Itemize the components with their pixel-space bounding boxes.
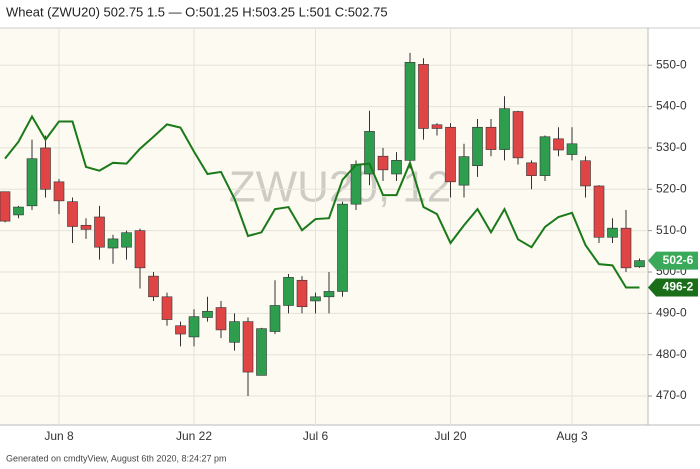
candle-body [53,181,65,202]
candle-body [296,279,308,308]
candle-body [431,124,443,129]
candle-body [121,232,132,248]
price-badge-label: 502-6 [663,253,694,267]
candle-body [553,138,564,151]
candle-body [364,131,375,175]
candle-body [67,201,78,227]
candle-body [269,305,281,332]
price-badge [648,251,698,270]
candle-body [607,227,618,238]
candle-body [634,260,645,268]
candle-body [458,156,470,186]
x-tick-label: Aug 3 [556,429,588,443]
candle-body [337,203,348,292]
candle-body [0,191,11,222]
candle-body [80,224,92,230]
line-series [4,114,640,289]
candle-body [485,126,497,150]
candle-body [620,227,632,269]
candle-body [499,108,510,150]
candle-body [94,216,105,248]
y-tick-label: 480-0 [656,347,687,361]
y-tick-label: 520-0 [656,181,687,195]
price-badge-label: 496-2 [663,280,694,294]
candle-body [377,155,389,171]
candle-body [445,126,456,183]
x-tick-label: Jun 8 [44,429,74,443]
y-tick-label: 540-0 [656,99,687,113]
y-tick-label: 510-0 [656,223,687,237]
candle-body [215,307,227,331]
grid [0,28,648,425]
price-badge [648,278,698,297]
y-tick-label: 490-0 [656,306,687,320]
candle-body [229,321,240,343]
candle-body [107,238,119,249]
candle-body [188,316,200,338]
candle-body [526,162,537,176]
y-tick-label: 550-0 [656,57,687,71]
candle-body [26,158,38,207]
chart-title: Wheat (ZWU20) 502.75 1.5 — O:501.25 H:50… [6,4,388,19]
y-tick-label: 470-0 [656,388,687,402]
candle-body [134,230,146,269]
candle-body [391,160,402,175]
y-tick-label: 530-0 [656,140,687,154]
candle-body [175,325,186,335]
candle-body [512,111,524,159]
candle-body [161,296,173,320]
x-tick-label: Jun 22 [176,429,212,443]
x-tick-label: Jul 20 [434,429,466,443]
candle-body [323,291,335,298]
footer: Generated on cmdtyView, August 6th 2020,… [6,453,226,463]
candle-body [404,62,416,161]
candle-body [202,310,213,318]
candle-body [580,160,591,187]
candle-body [283,277,294,306]
candle-body [418,64,429,129]
candle-body [566,143,578,155]
candle-body [350,164,362,205]
candle-body [310,296,321,302]
plot-area [0,28,648,425]
candle-body [539,136,551,176]
candle-body [148,275,159,298]
candle-body [472,126,483,167]
candle-body [256,328,267,376]
candle-body [242,321,254,373]
candle-body [40,147,51,190]
candle-body [593,185,605,238]
candle-body [13,206,24,216]
x-tick-label: Jul 6 [303,429,329,443]
